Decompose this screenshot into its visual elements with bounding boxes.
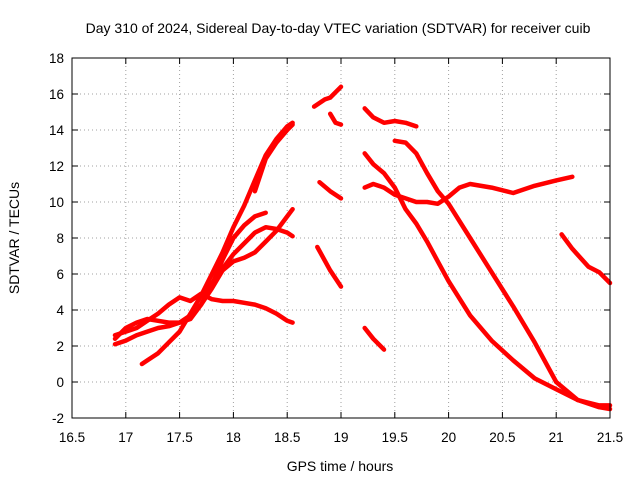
- x-tick-label: 20.5: [489, 430, 515, 445]
- series-arc-11: [362, 106, 419, 129]
- y-tick-label: 6: [56, 267, 64, 282]
- x-tick-label: 21.5: [597, 430, 623, 445]
- x-tick-label: 18: [226, 430, 241, 445]
- data-series: [112, 84, 613, 412]
- series-arc-13: [362, 151, 613, 408]
- series-arc-6: [252, 122, 295, 194]
- x-tick-label: 16.5: [59, 430, 85, 445]
- series-arc-8: [327, 111, 344, 127]
- x-tick-label: 21: [549, 430, 564, 445]
- x-tick-label: 19: [333, 430, 348, 445]
- y-tick-label: 16: [49, 87, 64, 102]
- y-tick-label: 8: [56, 231, 64, 246]
- series-arc-10: [315, 244, 344, 289]
- series-arc-16: [559, 232, 613, 286]
- y-tick-label: 12: [49, 159, 64, 174]
- grid-lines: [72, 58, 610, 418]
- x-tick-label: 17: [118, 430, 133, 445]
- chart-title: Day 310 of 2024, Sidereal Day-to-day VTE…: [86, 20, 591, 36]
- axis-ticks: 16.5 17 17.5 18 18.5 19 19.5 20 20.5 21 21.5 -2 0 2 4 6…: [49, 51, 623, 445]
- y-tick-label: 14: [49, 123, 65, 138]
- series-arc-15: [362, 325, 387, 352]
- x-tick-label: 19.5: [382, 430, 408, 445]
- series-arc-5: [209, 210, 268, 288]
- y-tick-label: 0: [56, 375, 64, 390]
- x-tick-label: 18.5: [274, 430, 300, 445]
- series-arc-3: [112, 224, 295, 342]
- series-arc-7: [311, 84, 344, 109]
- y-tick-label: 10: [49, 195, 64, 210]
- y-tick-label: 4: [56, 303, 64, 318]
- x-tick-label: 17.5: [166, 430, 192, 445]
- x-axis-label: GPS time / hours: [287, 458, 394, 474]
- series-arc-9: [317, 179, 344, 201]
- y-axis-label: SDTVAR / TECUs: [6, 182, 22, 294]
- series-arc-14: [392, 138, 613, 412]
- y-tick-label: 18: [49, 51, 64, 66]
- y-tick-label: 2: [56, 339, 64, 354]
- x-tick-label: 20: [441, 430, 456, 445]
- y-tick-label: -2: [52, 411, 64, 426]
